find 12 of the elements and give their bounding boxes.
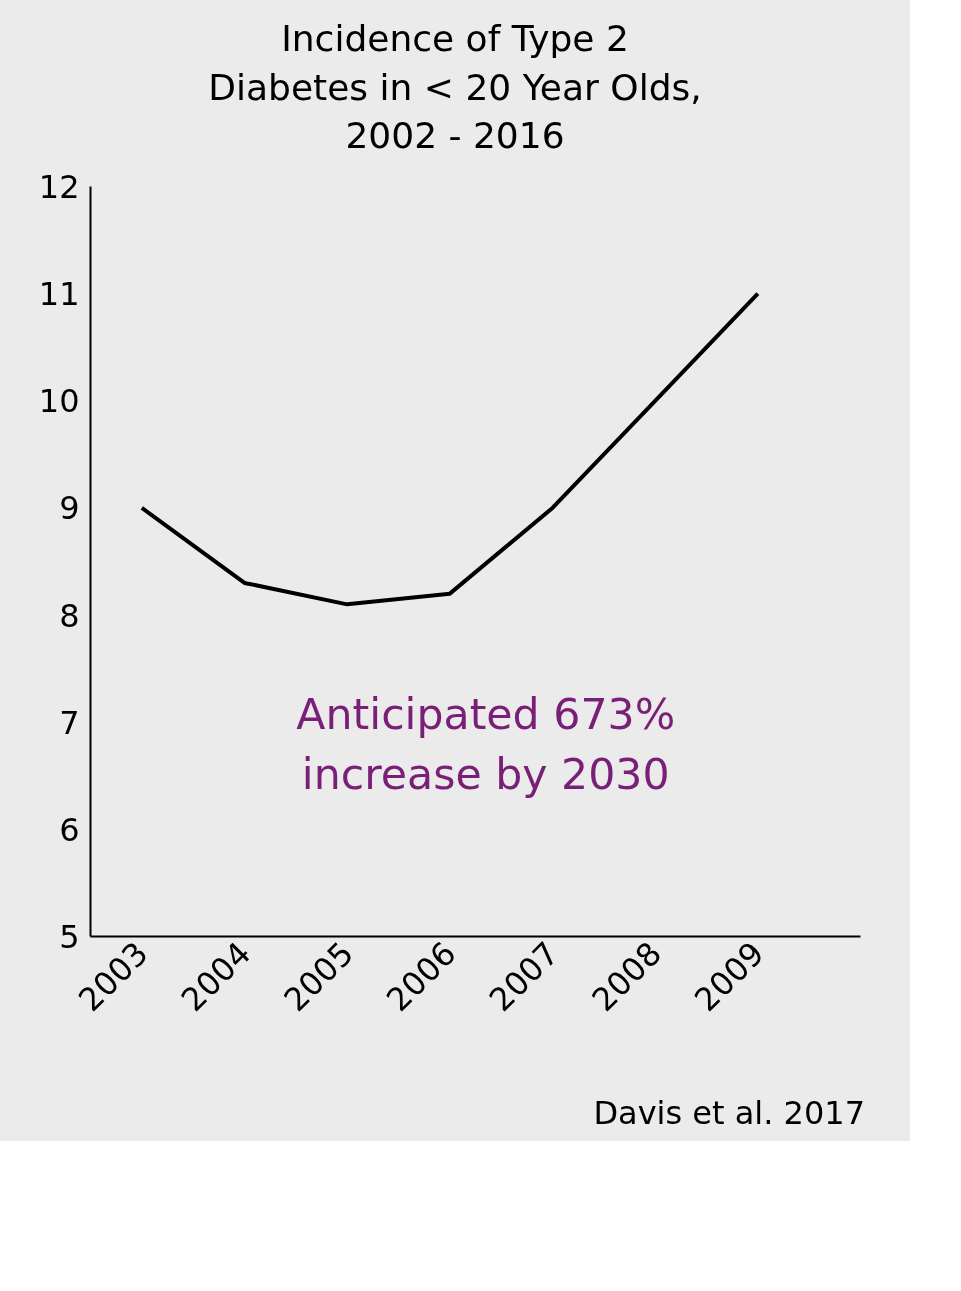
y-tick-label: 6 xyxy=(59,810,80,849)
y-tick-label: 11 xyxy=(38,274,80,313)
chart-title: Incidence of Type 2 Diabetes in < 20 Year Olds, 2002 - 2016 xyxy=(208,17,702,159)
y-tick-label: 7 xyxy=(59,703,80,742)
y-tick-label: 9 xyxy=(59,489,80,528)
y-tick-label: 8 xyxy=(59,596,80,635)
text: Davis et al. 2017 xyxy=(593,1092,865,1134)
y-tick-label: 12 xyxy=(38,167,80,206)
y-tick-label: 10 xyxy=(38,382,80,421)
annotation: Anticipated 673% increase by 2030 xyxy=(296,688,676,799)
y-tick-label: 5 xyxy=(59,917,80,956)
line-series xyxy=(139,291,760,607)
